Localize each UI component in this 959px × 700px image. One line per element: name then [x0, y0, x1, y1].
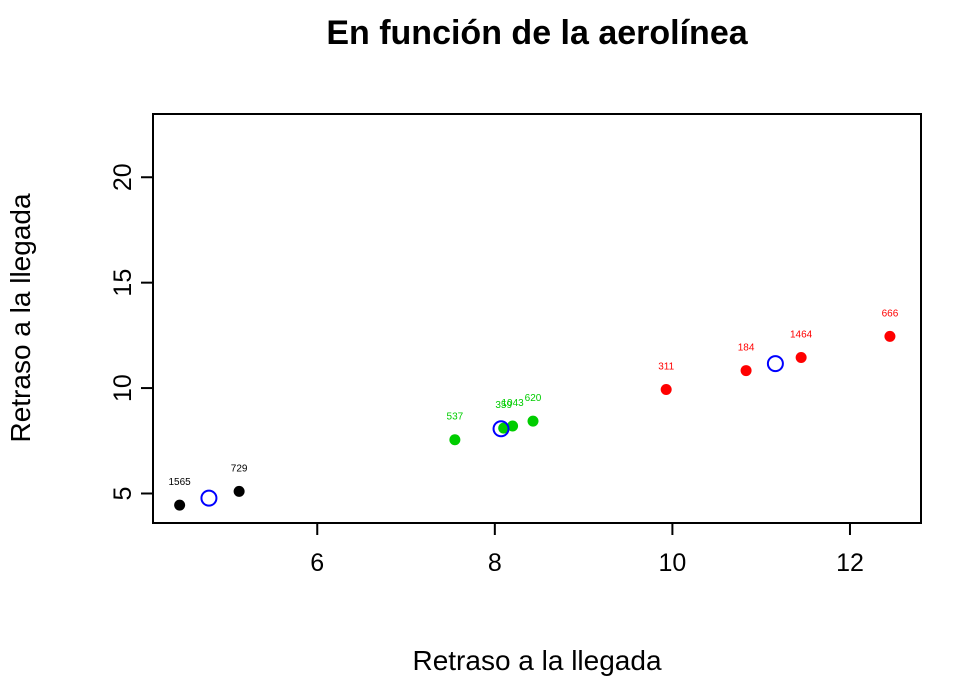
point-label: 311 [658, 362, 674, 373]
x-tick-label: 8 [488, 549, 502, 577]
centroid-point [492, 420, 510, 438]
x-axis-label: Retraso a la llegada [412, 645, 661, 676]
y-axis-label: Retraso a la llegada [5, 193, 36, 442]
plot-border [152, 113, 922, 524]
data-point [174, 499, 186, 511]
data-point [498, 422, 510, 434]
data-point [507, 420, 519, 432]
y-tick-label: 15 [109, 269, 137, 297]
x-axis: 6 8 10 12 [310, 523, 864, 577]
chart-title: En función de la aerolínea [326, 14, 748, 52]
centroid-point [200, 489, 218, 507]
x-tick-label: 12 [836, 549, 864, 577]
point-label: 1565 [169, 477, 192, 488]
y-tick-label: 5 [109, 487, 137, 501]
data-point [795, 352, 807, 364]
data-point [233, 485, 245, 497]
point-label: 729 [231, 463, 248, 474]
x-tick-label: 10 [658, 549, 686, 577]
point-label: 537 [447, 412, 464, 423]
point-label: 1043 [501, 398, 524, 409]
centroid-point [766, 355, 784, 373]
point-label: 359 [495, 400, 512, 411]
centroid-points [200, 355, 784, 507]
data-point [660, 384, 672, 396]
y-axis: 5 10 15 20 [109, 163, 153, 500]
point-label: 184 [738, 343, 755, 354]
point-label: 620 [525, 393, 542, 404]
x-tick-label: 6 [310, 549, 324, 577]
y-tick-label: 10 [109, 374, 137, 402]
data-point [884, 330, 896, 342]
y-tick-label: 20 [109, 163, 137, 191]
point-label: 666 [882, 308, 899, 319]
data-point [449, 434, 461, 446]
data-point [740, 365, 752, 377]
data-point [527, 415, 539, 427]
point-label: 1464 [790, 330, 813, 341]
